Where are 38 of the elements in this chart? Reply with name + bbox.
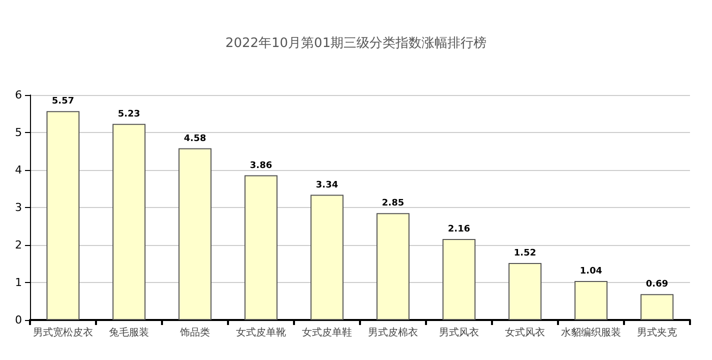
- y-tick-label: 3: [15, 201, 22, 214]
- x-tick-label: 女式皮单靴: [236, 326, 286, 338]
- y-tick-label: 5: [15, 126, 22, 139]
- x-tick-label: 男式宽松皮衣: [33, 326, 93, 338]
- bar: [442, 239, 476, 320]
- y-tick-label: 2: [15, 238, 22, 252]
- data-label: 1.04: [580, 266, 602, 276]
- y-tick-label: 6: [15, 88, 22, 102]
- bar: [376, 213, 410, 320]
- bar: [244, 175, 278, 320]
- data-label: 4.58: [184, 134, 206, 144]
- x-tick-label: 饰品类: [179, 326, 210, 338]
- bar: [46, 111, 80, 320]
- chart-title: 2022年10月第01期三级分类指数涨幅排行榜: [225, 36, 487, 51]
- data-label: 0.69: [646, 280, 668, 290]
- data-label: 5.57: [52, 96, 74, 107]
- x-tick-label: 男式风衣: [439, 326, 479, 338]
- data-label: 3.86: [250, 160, 272, 171]
- x-tick-label: 男式夹克: [637, 326, 677, 338]
- bar: [574, 281, 608, 320]
- bar: [640, 294, 674, 320]
- x-tick-label: 女式风衣: [505, 326, 545, 338]
- data-label: 3.34: [316, 180, 338, 190]
- x-tick-label: 兔毛服装: [109, 326, 149, 338]
- y-tick-label: 1: [15, 276, 22, 289]
- data-label: 1.52: [514, 248, 536, 258]
- x-tick-label: 水貂编织服装: [561, 326, 621, 338]
- y-tick-label: 4: [15, 164, 22, 176]
- data-label: 5.23: [118, 109, 140, 120]
- bar: [178, 148, 212, 320]
- bar: [112, 124, 146, 320]
- y-tick-label: 0: [15, 314, 22, 326]
- bar: [508, 263, 542, 320]
- x-tick-label: 女式皮单鞋: [302, 326, 352, 338]
- bar: [310, 194, 344, 320]
- data-label: 2.16: [448, 224, 470, 234]
- x-tick-label: 男式皮棉衣: [368, 326, 418, 338]
- data-label: 2.85: [382, 198, 404, 209]
